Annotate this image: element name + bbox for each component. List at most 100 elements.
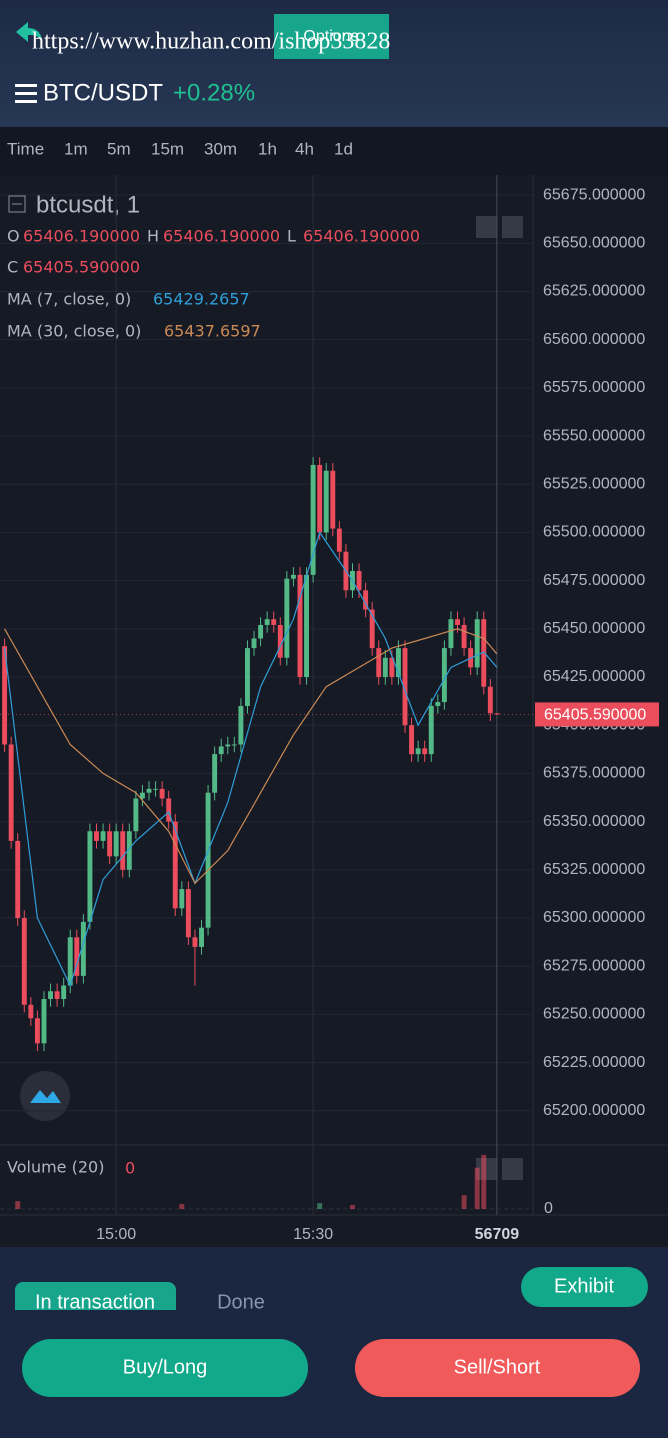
y-tick-label: 65200.000000 bbox=[543, 1102, 645, 1119]
tab-label[interactable]: In transaction bbox=[35, 1291, 155, 1313]
candle-body bbox=[67, 937, 73, 986]
candle-body bbox=[172, 821, 178, 909]
candle-body bbox=[317, 464, 323, 533]
candle-body bbox=[369, 609, 375, 649]
candle-body bbox=[133, 798, 139, 832]
interval[interactable]: 5m bbox=[107, 139, 131, 158]
candle-body bbox=[382, 657, 388, 678]
options-button[interactable] bbox=[274, 14, 389, 59]
interval-bar bbox=[0, 127, 668, 175]
interval[interactable]: 1m bbox=[64, 139, 88, 158]
candle-body bbox=[297, 574, 303, 678]
candle-body bbox=[481, 619, 487, 687]
interval[interactable]: 1d bbox=[334, 139, 353, 158]
tab-label[interactable]: Done bbox=[217, 1291, 265, 1313]
candle-body bbox=[428, 705, 434, 755]
candle-body bbox=[487, 686, 493, 714]
candle-body bbox=[376, 648, 382, 678]
scroll-button[interactable] bbox=[502, 1158, 523, 1180]
y-tick-label: 65500.000000 bbox=[543, 524, 645, 541]
interval[interactable]: 30m bbox=[204, 139, 237, 158]
tab-mask bbox=[15, 1310, 176, 1320]
y-tick-label: 65600.000000 bbox=[543, 331, 645, 348]
y-tick-label: 65575.000000 bbox=[543, 379, 645, 396]
legend-name: MA (30, close, 0) bbox=[7, 322, 141, 341]
candle-body bbox=[185, 889, 191, 938]
buy-label[interactable]: Buy/Long bbox=[123, 1356, 208, 1378]
scroll-down-button[interactable] bbox=[476, 216, 497, 238]
back-button[interactable] bbox=[16, 22, 42, 42]
y-tick-label: 65650.000000 bbox=[543, 234, 645, 251]
interval[interactable]: 15m bbox=[151, 139, 184, 158]
symbol: BTC/USDT bbox=[43, 79, 163, 106]
y-tick-label: 65675.000000 bbox=[543, 186, 645, 203]
plot bbox=[0, 175, 533, 1215]
legend-value: 65437.6597 bbox=[164, 322, 261, 341]
sell-button[interactable] bbox=[355, 1339, 640, 1397]
candle-body bbox=[435, 702, 441, 706]
collapse-icon[interactable] bbox=[8, 195, 26, 213]
y-tick-label: 65250.000000 bbox=[543, 1006, 645, 1023]
exhibit-label[interactable]: Exhibit bbox=[554, 1275, 614, 1297]
interval[interactable]: Time bbox=[7, 139, 44, 158]
candle-body bbox=[15, 840, 21, 919]
candle-body bbox=[277, 624, 283, 658]
candle-body bbox=[159, 788, 165, 799]
exhibit-button[interactable] bbox=[521, 1267, 648, 1307]
x-tick-label: 15:30 bbox=[293, 1226, 333, 1243]
candle-body bbox=[34, 1018, 40, 1044]
candle-body bbox=[80, 921, 86, 976]
candle-body bbox=[139, 792, 145, 799]
sell-label[interactable]: Sell/Short bbox=[454, 1356, 541, 1378]
candle-body bbox=[2, 646, 8, 745]
y-tick-label: 65325.000000 bbox=[543, 861, 645, 878]
candle-body bbox=[441, 648, 447, 703]
legend-label: C bbox=[7, 258, 18, 277]
candle-body bbox=[448, 619, 454, 649]
interval[interactable]: 4h bbox=[295, 139, 314, 158]
candle-body bbox=[415, 748, 421, 755]
candle-body bbox=[100, 831, 106, 841]
last-price-box bbox=[535, 702, 659, 727]
volume-bar bbox=[481, 1154, 487, 1209]
x-tick-label: 15:00 bbox=[96, 1226, 136, 1243]
tab-active[interactable] bbox=[15, 1282, 176, 1318]
scroll-button[interactable] bbox=[502, 216, 523, 238]
candle-body bbox=[363, 590, 369, 610]
volume-title: Volume (20) bbox=[7, 1158, 104, 1177]
y-tick-label: 65375.000000 bbox=[543, 765, 645, 782]
candle-body bbox=[48, 991, 54, 999]
candle-body bbox=[323, 470, 329, 533]
candle-body bbox=[251, 638, 257, 649]
options-label[interactable]: Options bbox=[303, 28, 358, 45]
candle-body bbox=[231, 744, 237, 746]
legend-value: 65429.2657 bbox=[153, 290, 250, 309]
candle-body bbox=[290, 574, 296, 579]
candle-body bbox=[245, 648, 250, 706]
candle-body bbox=[8, 744, 14, 841]
buy-button[interactable] bbox=[22, 1339, 308, 1397]
candle-body bbox=[28, 1004, 34, 1019]
candle-body bbox=[94, 831, 99, 841]
interval[interactable]: 1h bbox=[258, 139, 277, 158]
candle-body bbox=[218, 746, 224, 755]
menu-icon[interactable] bbox=[15, 84, 37, 103]
candle-body bbox=[126, 831, 132, 870]
legend-value: 65405.590000 bbox=[23, 258, 140, 277]
candle-body bbox=[356, 570, 362, 591]
crosshair-label: 56709 bbox=[475, 1226, 520, 1243]
candle-body bbox=[153, 788, 159, 790]
ma-line bbox=[4, 628, 498, 885]
volume-bar bbox=[350, 1205, 355, 1209]
volume-tick-label: 0 bbox=[544, 1200, 553, 1217]
candle-body bbox=[336, 528, 342, 552]
y-tick-label: 65300.000000 bbox=[543, 909, 645, 926]
candle-body bbox=[87, 831, 93, 922]
y-tick-label: 65550.000000 bbox=[543, 427, 645, 444]
candle-body bbox=[61, 985, 67, 999]
candle-body bbox=[264, 619, 270, 625]
candle-body bbox=[179, 889, 185, 909]
y-tick-label: 65475.000000 bbox=[543, 572, 645, 589]
scroll-up-button[interactable] bbox=[476, 1158, 497, 1180]
